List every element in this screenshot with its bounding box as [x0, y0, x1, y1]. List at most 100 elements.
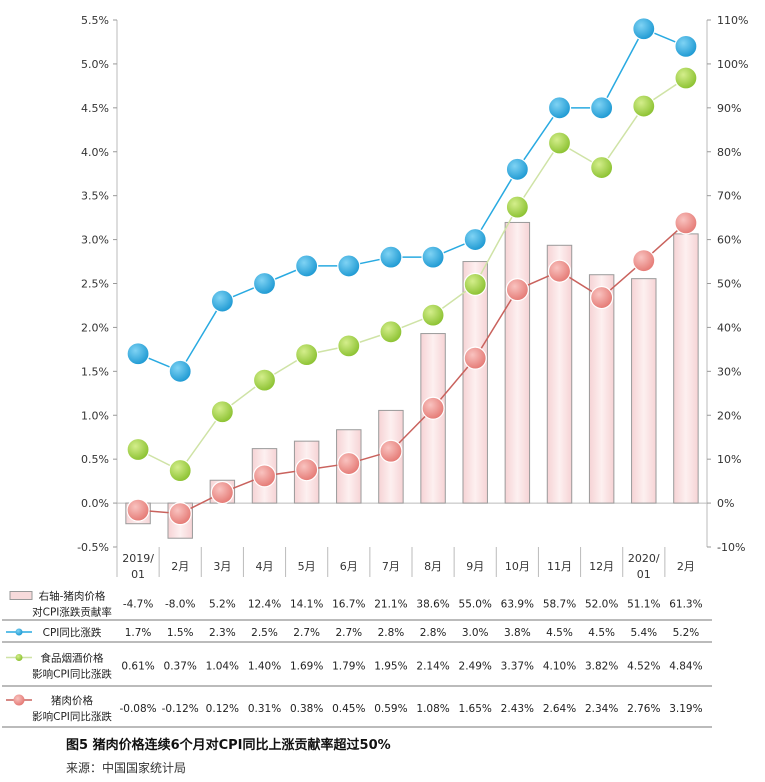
category-label: 01	[637, 568, 651, 581]
right-tick-label: 110%	[717, 14, 748, 27]
table-cell: 5.2%	[209, 599, 236, 611]
data-point	[337, 254, 361, 278]
table-cell: 1.7%	[125, 627, 152, 639]
category-label: 11月	[547, 560, 572, 573]
source-note: 来源：中国国家统计局	[66, 761, 187, 775]
data-point	[295, 343, 319, 367]
chart: -0.5% 0.0% 0.5% 1.0% 1.5% 2.0% 2.5% 3.0% 3.5% 4.0…	[2, 14, 748, 728]
bar	[462, 261, 488, 504]
series-label: CPI同比涨跌	[43, 626, 102, 639]
data-point	[590, 285, 614, 310]
data-point	[210, 480, 234, 505]
data-point	[295, 254, 319, 278]
series-label: 影响CPI同比涨跌	[32, 710, 112, 723]
data-point	[590, 96, 614, 120]
series-label: 影响CPI同比涨跌	[32, 668, 112, 681]
data-point	[252, 271, 277, 296]
data-point	[126, 437, 150, 462]
table-cell: 0.38%	[290, 703, 323, 715]
left-tick-label: 1.0%	[81, 409, 109, 422]
data-point	[505, 278, 529, 302]
data-point	[421, 303, 445, 327]
table-cell: -4.7%	[123, 599, 153, 611]
right-tick-label: 10%	[717, 453, 741, 466]
figure-caption: 图5 猪肉价格连续6个月对CPI同比上涨贡献率超过50%	[66, 738, 391, 753]
right-tick-label: 0%	[717, 497, 734, 510]
table-cell: 2.49%	[459, 661, 492, 673]
table-cell: 1.08%	[416, 703, 449, 715]
data-point	[421, 396, 445, 420]
category-label: 2月	[171, 560, 189, 573]
right-tick-label: 80%	[717, 146, 741, 159]
table-cell: 2.8%	[378, 627, 405, 639]
left-tick-label: 2.5%	[81, 278, 109, 291]
data-point	[547, 96, 572, 120]
data-point	[168, 458, 192, 483]
right-tick-label: 70%	[717, 190, 741, 203]
table-cell: 0.45%	[332, 703, 365, 715]
data-point	[505, 195, 529, 219]
axes: -0.5% 0.0% 0.5% 1.0% 1.5% 2.0% 2.5% 3.0% 3.5% 4.0…	[77, 14, 748, 581]
left-tick-label: 0.5%	[81, 453, 109, 466]
table-cell: 1.40%	[248, 661, 281, 673]
data-point	[126, 498, 150, 522]
table-cell: 3.0%	[462, 627, 489, 639]
data-point	[547, 259, 572, 283]
table-cell: 4.5%	[546, 627, 573, 639]
table-cell: 1.04%	[206, 661, 239, 673]
table-cell: 63.9%	[501, 599, 534, 611]
right-tick-label: 30%	[717, 365, 741, 378]
right-tick-label: -10%	[717, 541, 745, 554]
data-point	[463, 227, 487, 252]
table-cell: 1.65%	[459, 703, 492, 715]
left-tick-label: 3.5%	[81, 190, 109, 203]
data-point	[632, 94, 656, 118]
bar	[673, 233, 699, 504]
data-point	[295, 458, 319, 482]
data-point	[674, 211, 698, 235]
data-point	[126, 342, 150, 366]
table-cell: 3.8%	[504, 627, 531, 639]
data-point	[379, 320, 403, 344]
table-cell: 4.52%	[627, 661, 660, 673]
table-cell: 38.6%	[416, 599, 449, 611]
table-cell: 3.37%	[501, 661, 534, 673]
left-tick-label: 5.5%	[81, 14, 109, 27]
data-point	[463, 272, 487, 296]
table-cell: 0.31%	[248, 703, 281, 715]
left-tick-label: -0.5%	[77, 541, 109, 554]
left-tick-label: 0.0%	[81, 497, 109, 510]
right-tick-label: 50%	[717, 278, 741, 291]
table-cell: 0.37%	[164, 661, 197, 673]
table-cell: 21.1%	[374, 599, 407, 611]
data-point	[168, 502, 192, 526]
table-cell: 2.76%	[627, 703, 660, 715]
right-tick-label: 90%	[717, 102, 741, 115]
category-label: 7月	[382, 560, 400, 573]
series-label: 猪肉价格	[51, 694, 93, 707]
table-cell: 2.8%	[420, 627, 447, 639]
table-cell: 2.43%	[501, 703, 534, 715]
left-tick-label: 3.0%	[81, 234, 109, 247]
table-cell: 1.5%	[167, 627, 194, 639]
bar	[546, 244, 573, 504]
line-series	[126, 17, 698, 526]
bar	[504, 221, 531, 504]
table-cell: 2.3%	[209, 627, 236, 639]
data-point	[590, 155, 614, 180]
table-cell: 16.7%	[332, 599, 365, 611]
table-cell: -0.08%	[119, 703, 156, 715]
table-cell: -0.12%	[162, 703, 199, 715]
data-point	[505, 157, 529, 181]
table-cell: 0.59%	[374, 703, 407, 715]
category-label: 10月	[505, 560, 530, 573]
table-cell: 1.69%	[290, 661, 323, 673]
table-cell: 61.3%	[669, 599, 702, 611]
table-cell: 2.34%	[585, 703, 618, 715]
data-point	[379, 439, 403, 463]
category-label: 2019/	[122, 552, 154, 565]
data-point	[547, 131, 572, 155]
left-tick-label: 4.5%	[81, 102, 109, 115]
table-cell: 55.0%	[459, 599, 492, 611]
legend-bar-swatch	[9, 591, 33, 600]
